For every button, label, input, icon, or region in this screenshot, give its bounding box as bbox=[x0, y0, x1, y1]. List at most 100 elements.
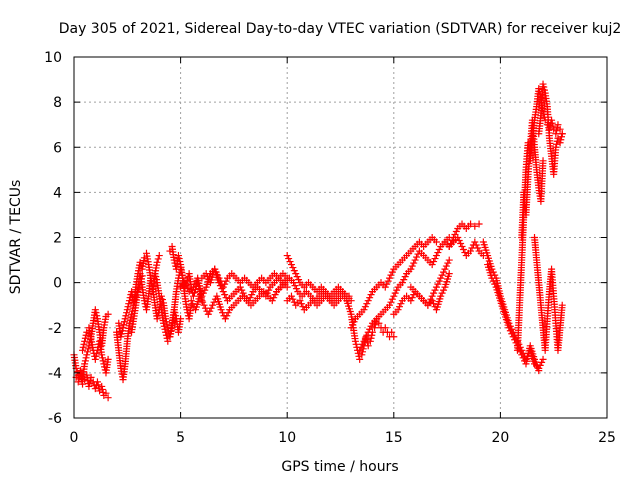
data-point bbox=[384, 277, 392, 285]
data-point bbox=[548, 119, 556, 127]
data-point bbox=[91, 385, 99, 393]
data-point bbox=[82, 354, 90, 362]
data-point bbox=[164, 337, 172, 345]
data-point bbox=[79, 343, 87, 351]
data-point bbox=[398, 279, 406, 287]
data-point bbox=[287, 292, 295, 300]
data-point bbox=[363, 300, 371, 308]
data-point bbox=[248, 291, 256, 299]
data-point bbox=[221, 280, 229, 288]
y-tick-label: 10 bbox=[44, 50, 62, 66]
data-point bbox=[263, 289, 271, 297]
data-point bbox=[183, 306, 191, 314]
data-point bbox=[360, 337, 368, 345]
y-tick-label: -6 bbox=[48, 411, 62, 427]
data-point bbox=[387, 298, 395, 306]
data-point bbox=[82, 331, 90, 339]
data-point bbox=[125, 300, 133, 308]
data-point bbox=[452, 227, 460, 235]
y-tick-label: -4 bbox=[48, 366, 62, 382]
data-point bbox=[407, 265, 415, 273]
data-point bbox=[388, 295, 396, 303]
data-point bbox=[437, 274, 445, 282]
data-point bbox=[391, 289, 399, 297]
data-point bbox=[388, 328, 396, 336]
data-point bbox=[556, 125, 564, 133]
data-point bbox=[100, 360, 108, 368]
data-point bbox=[285, 255, 293, 263]
data-point bbox=[93, 378, 101, 386]
data-point bbox=[102, 389, 110, 397]
data-point bbox=[81, 360, 89, 368]
data-point bbox=[552, 130, 560, 138]
data-point bbox=[87, 373, 95, 381]
data-point bbox=[125, 319, 133, 327]
data-point bbox=[431, 255, 439, 263]
data-point bbox=[515, 345, 523, 353]
data-point bbox=[289, 295, 297, 303]
data-point bbox=[174, 252, 182, 260]
data-point bbox=[354, 349, 362, 357]
data-point bbox=[393, 286, 401, 294]
data-point bbox=[122, 312, 130, 320]
y-tick-label: 0 bbox=[53, 276, 62, 292]
data-point bbox=[435, 246, 443, 254]
data-point bbox=[155, 252, 163, 260]
data-point bbox=[438, 289, 446, 297]
data-point bbox=[207, 304, 215, 312]
data-point bbox=[401, 273, 409, 281]
data-point bbox=[289, 264, 297, 272]
data-point bbox=[387, 271, 395, 279]
axis-ticks: 0 5 10 15 20 25 -6 -4 -2 0 2 4 6 8 10 bbox=[44, 50, 616, 446]
data-point bbox=[457, 240, 465, 248]
data-point bbox=[86, 379, 94, 387]
data-point bbox=[104, 355, 112, 363]
data-point bbox=[292, 285, 300, 293]
data-point bbox=[246, 294, 254, 302]
data-point bbox=[356, 346, 364, 354]
data-point bbox=[442, 262, 450, 270]
data-point bbox=[351, 337, 359, 345]
data-point bbox=[191, 280, 199, 288]
data-point bbox=[437, 292, 445, 300]
data-point bbox=[371, 324, 379, 332]
data-point bbox=[397, 300, 405, 308]
data-point bbox=[80, 340, 88, 348]
data-point bbox=[98, 385, 106, 393]
data-point bbox=[413, 253, 421, 261]
data-point bbox=[153, 315, 161, 323]
data-point bbox=[239, 289, 247, 297]
data-point bbox=[440, 286, 448, 294]
data-point bbox=[120, 318, 128, 326]
chart-title: Day 305 of 2021, Sidereal Day-to-day VTE… bbox=[59, 21, 622, 37]
data-point bbox=[175, 255, 183, 263]
data-point bbox=[519, 354, 527, 362]
data-point bbox=[209, 301, 217, 309]
data-point bbox=[295, 276, 303, 284]
data-point bbox=[217, 306, 225, 314]
data-point bbox=[358, 351, 366, 359]
data-point bbox=[202, 270, 210, 278]
data-point bbox=[388, 268, 396, 276]
data-point bbox=[119, 324, 127, 332]
data-point bbox=[366, 325, 374, 333]
data-point bbox=[120, 321, 128, 329]
data-point bbox=[79, 346, 87, 354]
data-point bbox=[85, 382, 93, 390]
data-point bbox=[361, 303, 369, 311]
data-point bbox=[535, 85, 543, 93]
data-point bbox=[221, 291, 229, 299]
data-point bbox=[448, 237, 456, 245]
data-point bbox=[81, 357, 89, 365]
data-point bbox=[140, 297, 148, 305]
data-point bbox=[268, 297, 276, 305]
y-tick-label: 2 bbox=[53, 231, 62, 247]
data-point bbox=[395, 303, 403, 311]
data-point bbox=[196, 292, 204, 300]
data-point bbox=[93, 312, 101, 320]
data-point bbox=[123, 309, 131, 317]
data-point bbox=[290, 279, 298, 287]
data-point bbox=[73, 368, 81, 376]
data-point bbox=[438, 271, 446, 279]
